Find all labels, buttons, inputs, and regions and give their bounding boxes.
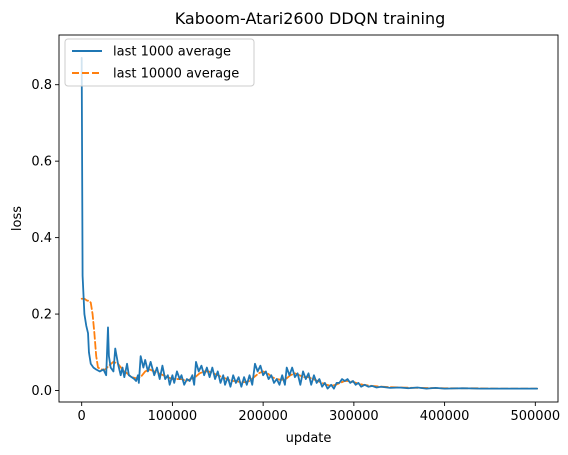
y-axis-ticks: 0.0 0.2 0.4 0.6 0.8 <box>31 78 59 399</box>
series-line-last-1000-average <box>80 57 539 390</box>
series-layer <box>80 57 539 390</box>
plot-frame <box>58 34 559 403</box>
y-tick-label: 0.4 <box>31 231 52 246</box>
x-tick-label: 400000 <box>420 409 470 424</box>
legend: last 1000 average last 10000 average <box>64 38 255 87</box>
x-tick-label: 0 <box>78 409 86 424</box>
y-tick-label: 0.6 <box>31 155 52 170</box>
x-axis-label: update <box>286 431 332 446</box>
y-tick-label: 0.8 <box>31 78 52 93</box>
legend-label-last-10000-average: last 10000 average <box>113 67 239 82</box>
x-tick-label: 500000 <box>510 409 560 424</box>
plot-area <box>59 35 558 402</box>
legend-box <box>64 38 255 87</box>
y-axis-label: loss <box>10 206 25 231</box>
x-tick-label: 100000 <box>148 409 198 424</box>
x-tick-label: 300000 <box>329 409 379 424</box>
y-tick-label: 0.2 <box>31 308 52 323</box>
legend-label-last-1000-average: last 1000 average <box>113 45 231 60</box>
y-tick-label: 0.0 <box>31 384 52 399</box>
chart-title: Kaboom-Atari2600 DDQN training <box>175 9 446 28</box>
x-axis-ticks: 0 100000 200000 300000 400000 500000 <box>78 402 560 424</box>
x-tick-label: 200000 <box>238 409 288 424</box>
